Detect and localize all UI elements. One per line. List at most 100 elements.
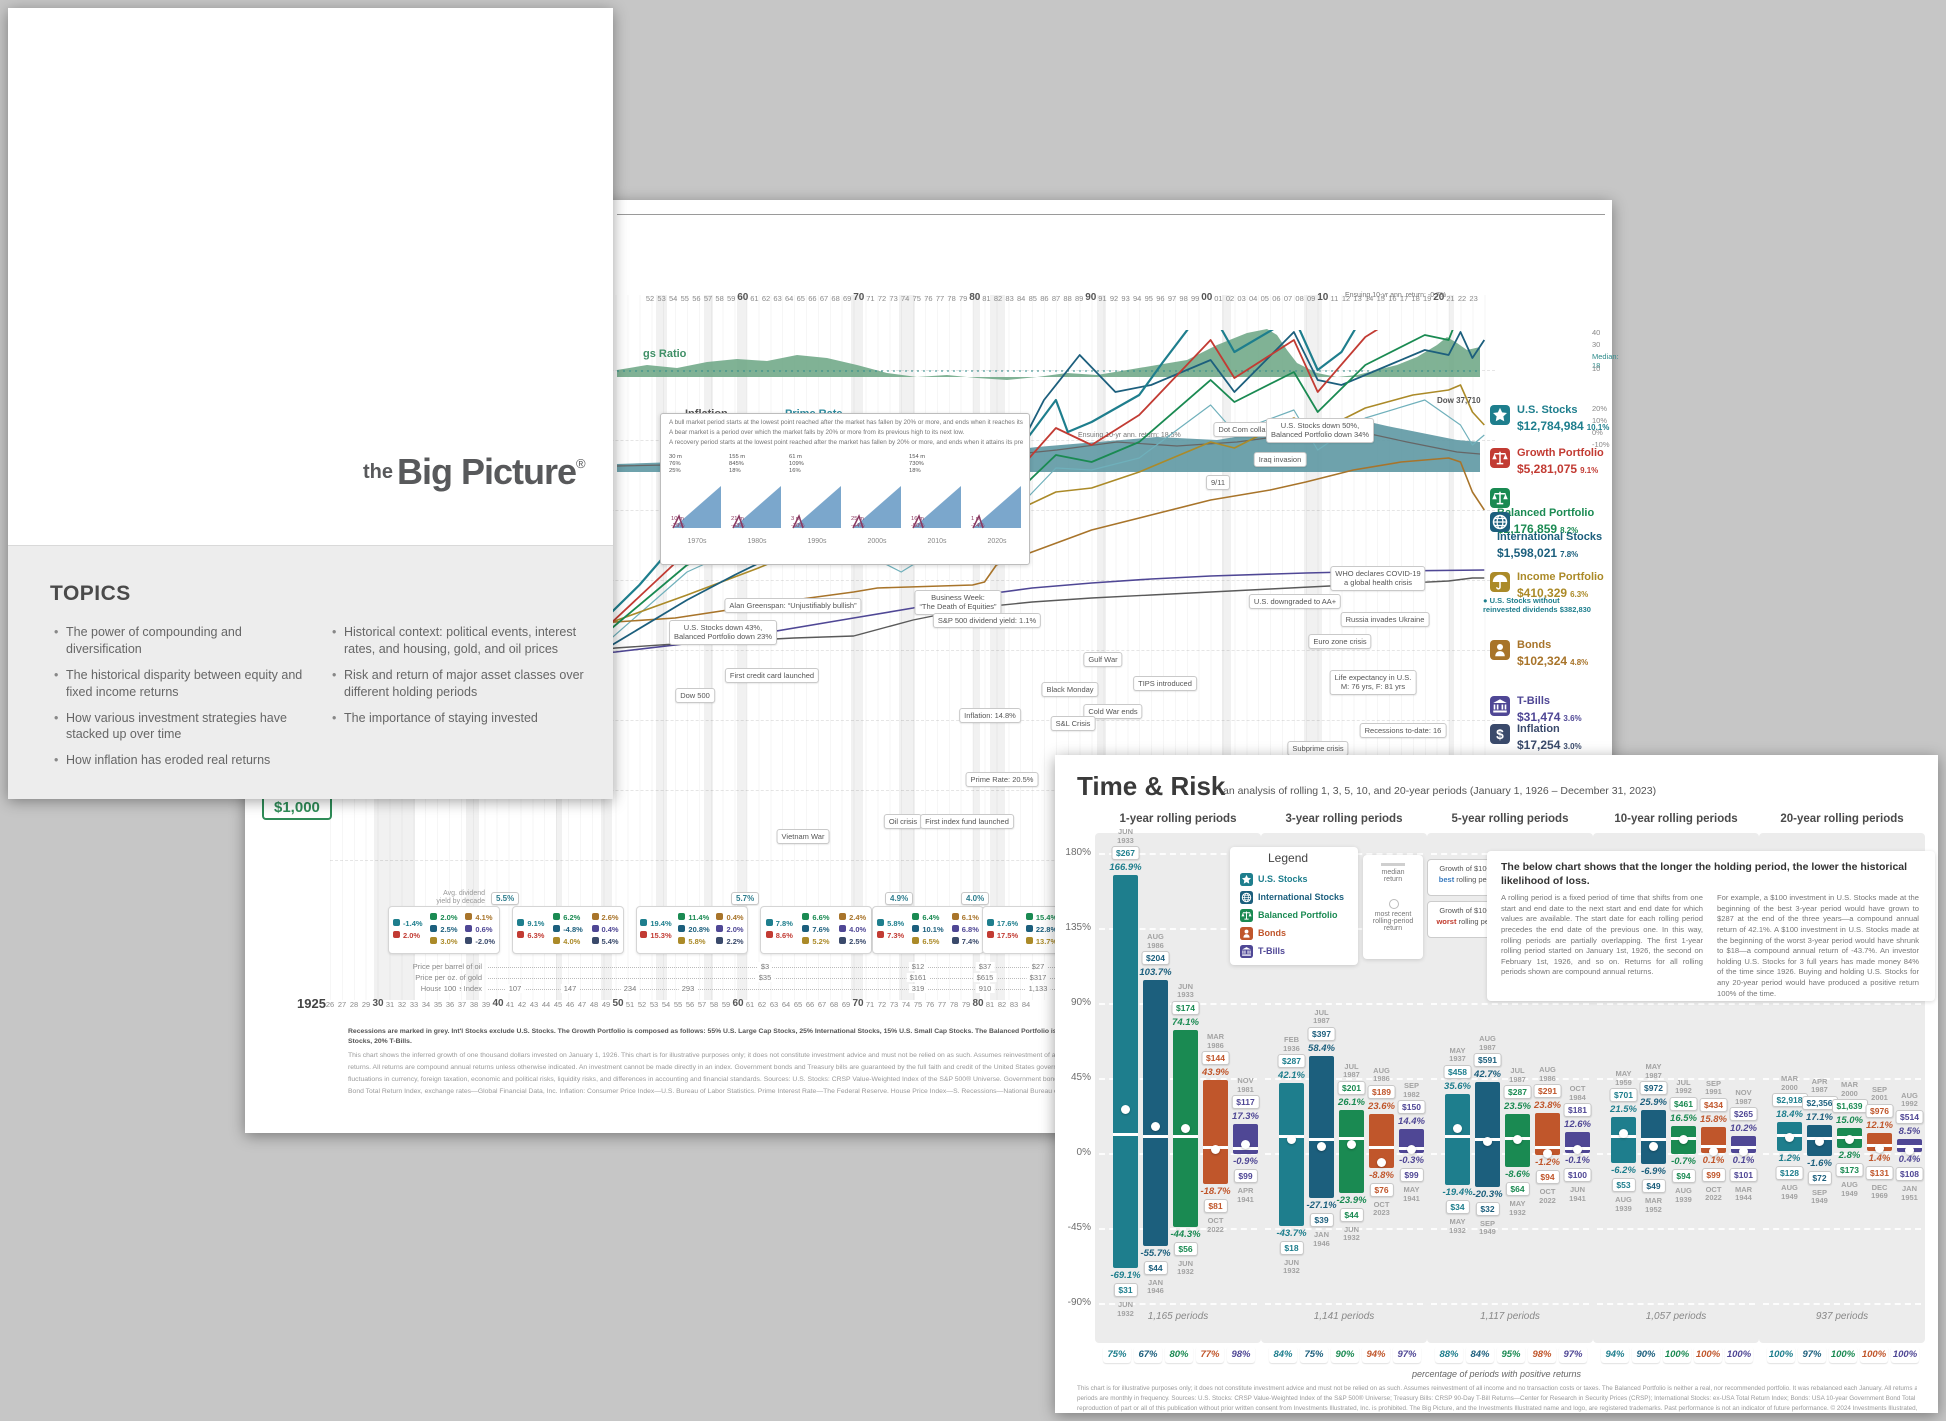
range-bar-us[interactable] (1611, 1117, 1636, 1164)
year-tick-top: 73 (889, 294, 898, 303)
decade-return-column: 6.2% -4.8% 4.0% (553, 912, 583, 948)
year-tick-bottom: 39 (481, 1000, 491, 1009)
bar-worst-value: $108 (1895, 1167, 1924, 1182)
commodity-value: 1,133 (1025, 984, 1051, 993)
bar-worst-date: MAR 1952 (1644, 1196, 1663, 1215)
panel-gridline (1763, 1153, 1921, 1155)
asset-swatch-icon (1025, 913, 1033, 920)
periods-count: 1,057 periods (1645, 1311, 1707, 1322)
legend-cagr: 3.0% (1563, 741, 1582, 751)
year-tick-top: 92 (1109, 294, 1119, 303)
decade-return-value: 3.0% (430, 936, 458, 948)
range-bar-intl[interactable] (1143, 980, 1168, 1246)
year-tick-top: 57 (703, 294, 713, 303)
bar-best-value: $265 (1729, 1107, 1758, 1122)
year-tick-bottom: 51 (625, 1000, 635, 1009)
decade-return-value: 4.1% (465, 912, 495, 924)
recent-return-marker (1739, 1146, 1748, 1156)
year-tick-bottom: 33 (409, 1000, 419, 1009)
range-bar-intl[interactable] (1309, 1055, 1334, 1199)
annotation: S&P 500 dividend yield: 1.1% (932, 613, 1042, 629)
bar-best-pct: 43.9% (1202, 1066, 1229, 1078)
asset-swatch-icon (1025, 937, 1033, 944)
bar-best-date: NOV 1981 (1237, 1076, 1254, 1094)
legend-title: Legend (1268, 851, 1309, 865)
range-bar-intl[interactable] (1475, 1081, 1500, 1187)
range-bar-us[interactable] (1113, 875, 1138, 1268)
legend-item-intl: International Stocks $1,598,021 7.8% (1490, 512, 1610, 562)
bar-best-date: APR 1987 (1811, 1076, 1828, 1095)
panel-gridline (1431, 1003, 1589, 1006)
range-bar-us[interactable] (1445, 1093, 1470, 1186)
bar-best-value: $1,639 (1831, 1099, 1868, 1114)
bar-best-pct: 58.4% (1308, 1042, 1335, 1054)
recession-band (704, 295, 713, 1000)
bar-worst-value: $18 (1279, 1240, 1304, 1255)
big-picture-logo: the Big Picture® (363, 451, 586, 493)
scales-icon (1490, 488, 1510, 508)
year-tick-top: 78 (947, 294, 956, 303)
h-gridline (330, 650, 1495, 651)
bar-worst-pct: -0.7% (1671, 1156, 1696, 1168)
inset-mini-chart: 30 m 76% 25% 10 m -29% 1970s (669, 454, 725, 554)
pe-ratio-label: gs Ratio (643, 348, 687, 360)
positive-percent-cell: 94% (1362, 1346, 1390, 1363)
recent-return-marker (1815, 1136, 1824, 1146)
year-tick-top: 81 (982, 294, 991, 303)
year-tick-top: 00 (1201, 292, 1213, 303)
bar-best-pct: 12.1% (1866, 1119, 1893, 1131)
year-tick-top: 09 (1307, 294, 1316, 303)
asset-swatch-icon (517, 919, 525, 926)
year-tick-top: 01 (1214, 294, 1223, 303)
range-bar-intl[interactable] (1641, 1109, 1666, 1165)
year-tick-bottom: 57 (697, 1000, 707, 1009)
legend-cagr: 8.2% (1560, 525, 1579, 535)
year-tick-bottom: 45 (553, 1000, 563, 1009)
panel-gridline (1431, 1078, 1589, 1081)
bar-worst-pct: 0.1% (1702, 1154, 1725, 1166)
pe-area-chart (617, 315, 1480, 410)
range-bar-bonds_bar[interactable] (1203, 1079, 1228, 1185)
recent-marker-sample (1389, 899, 1399, 909)
legend-name: Inflation (1517, 723, 1560, 735)
median-marker (1339, 1136, 1364, 1140)
bar-worst-pct: -27.1% (1306, 1200, 1337, 1212)
year-tick-bottom: 56 (685, 1000, 695, 1009)
year-tick-bottom: 60 (732, 998, 744, 1009)
bar-worst-date: JUN 1941 (1569, 1185, 1586, 1203)
topic-item: How inflation has eroded real returns (52, 752, 314, 769)
positive-percent-cell: 100% (1725, 1346, 1753, 1363)
range-bar-bal[interactable] (1339, 1109, 1364, 1193)
inset-mini-down-label: 10 m -29% (671, 516, 685, 529)
asset-swatch-icon (802, 937, 810, 944)
decade-return-value: 17.6% (986, 918, 1018, 930)
median-marker (1445, 1134, 1470, 1138)
decade-return-box: 19.4% 15.3% 11.4% 20.8% 5.8% 0.4% 2.0% 2.2% (636, 906, 748, 954)
year-tick-top: 62 (761, 294, 771, 303)
range-bar-us[interactable] (1279, 1082, 1304, 1226)
year-tick-top: 65 (796, 294, 805, 303)
year-tick-top: 17 (1399, 294, 1409, 303)
positive-percent-cell: 100% (1860, 1346, 1888, 1363)
bar-worst-pct: -20.3% (1472, 1188, 1503, 1200)
bar-best-date: OCT 1984 (1569, 1084, 1586, 1102)
year-tick-bottom: 67 (817, 1000, 827, 1009)
bar-worst-value: $99 (1399, 1168, 1424, 1183)
inset-mini-up-label: 155 m 845% 18% (729, 454, 746, 474)
year-tick-top: 99 (1191, 294, 1200, 303)
year-tick-bottom: 66 (805, 1000, 815, 1009)
origin-year-label: 1925 (297, 996, 326, 1011)
decade-return-value: 5.4% (591, 936, 619, 948)
recent-return-marker (1785, 1132, 1794, 1142)
dividend-yield-label: Avg. dividend yield by decade (436, 890, 485, 906)
panel-gridline (1099, 1227, 1257, 1230)
annotation: 9/11 (1205, 475, 1231, 491)
asset-swatch-icon (912, 937, 920, 944)
median-marker (1369, 1145, 1394, 1149)
dollar-icon: $ (1490, 724, 1510, 744)
fine-print-line: fluctuations in currency, foreign taxati… (348, 1076, 1055, 1083)
decade-return-box: 9.1% 6.3% 6.2% -4.8% 4.0% 2.6% 0.4% 5.4% (512, 906, 624, 954)
bar-best-date: MAY 1959 (1615, 1069, 1632, 1087)
legend-box: Legend U.S. Stocks International Stocks Bal… (1230, 847, 1358, 965)
